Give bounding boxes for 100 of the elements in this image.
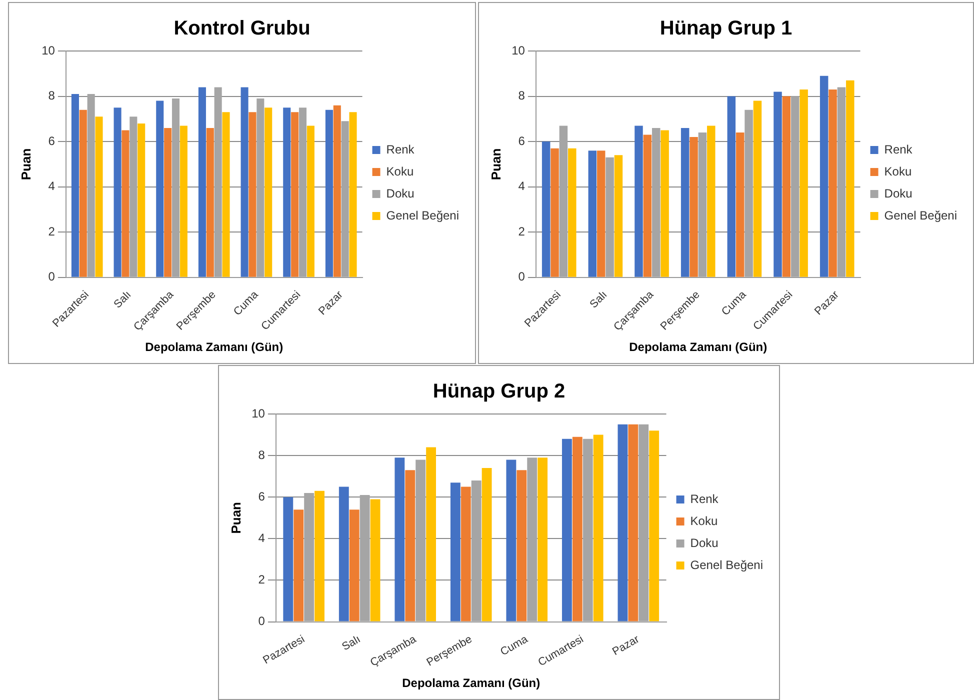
bar: [516, 470, 527, 622]
bar: [820, 76, 828, 277]
bar: [774, 92, 782, 277]
bar: [588, 150, 597, 277]
y-tick-label: 6: [518, 134, 526, 148]
bar: [349, 112, 357, 277]
bar: [283, 108, 291, 277]
bar: [138, 123, 146, 277]
y-tick-label: 10: [42, 43, 56, 58]
bar: [649, 430, 660, 622]
y-tick-label: 10: [512, 43, 526, 58]
legend-label: Genel Beğeni: [690, 558, 764, 572]
bar: [222, 112, 230, 277]
bar: [450, 482, 460, 622]
chart-title: Kontrol Grubu: [174, 18, 310, 40]
y-axis-title: Puan: [488, 148, 504, 180]
bar: [349, 510, 360, 622]
legend-label: Koku: [884, 164, 912, 178]
bar: [370, 499, 380, 622]
y-tick-label: 4: [48, 179, 56, 194]
bar: [542, 142, 550, 277]
bar: [325, 110, 333, 277]
x-axis-title: Depolama Zamanı (Gün): [629, 340, 768, 354]
y-axis-title: Puan: [228, 502, 244, 534]
bar: [562, 438, 572, 622]
y-tick-label: 2: [518, 224, 526, 238]
legend-label: Koku: [386, 164, 414, 178]
bar: [628, 424, 638, 622]
x-tick-label: Salı: [340, 633, 363, 654]
chart-title: Hünap Grup 1: [660, 18, 792, 40]
bar: [206, 128, 214, 277]
bar: [707, 126, 716, 277]
legend-label: Renk: [884, 142, 914, 156]
y-tick-label: 8: [518, 88, 526, 103]
x-tick-label: Salı: [112, 288, 134, 311]
bar: [593, 434, 604, 622]
bar: [634, 126, 643, 277]
legend-label: Renk: [690, 492, 720, 506]
legend-label: Doku: [386, 186, 414, 200]
legend-label: Renk: [386, 142, 416, 156]
bar: [727, 96, 736, 277]
bar: [405, 470, 416, 622]
bar: [314, 490, 324, 622]
y-tick-label: 6: [48, 134, 56, 148]
bar: [79, 110, 87, 277]
y-tick-label: 4: [518, 179, 526, 194]
bar: [618, 424, 628, 622]
chart-title: Hünap Grup 2: [432, 380, 566, 403]
bar: [753, 100, 762, 277]
bar: [198, 87, 206, 277]
x-tick-label: Salı: [588, 288, 610, 311]
bar: [614, 155, 623, 277]
bar: [180, 126, 188, 277]
bar: [95, 116, 103, 277]
y-tick-label: 2: [258, 572, 266, 587]
legend-label: Doku: [690, 536, 718, 550]
bar: [394, 458, 405, 622]
bar: [248, 112, 256, 277]
bar: [460, 486, 471, 622]
bar: [426, 447, 436, 622]
bar: [800, 89, 808, 277]
y-tick-label: 8: [258, 448, 266, 462]
y-tick-label: 4: [258, 530, 266, 545]
legend-label: Genel Beğeni: [884, 208, 958, 222]
bar: [264, 108, 272, 277]
bar: [660, 130, 669, 277]
bar: [596, 150, 606, 277]
bar: [538, 458, 548, 622]
legend-label: Genel Beğeni: [386, 208, 460, 222]
y-tick-label: 0: [258, 614, 266, 628]
bar: [828, 89, 837, 277]
bar: [846, 80, 854, 277]
bar: [568, 148, 576, 277]
bar: [156, 100, 164, 277]
x-tick-label: Cuma: [498, 632, 531, 658]
y-tick-label: 8: [48, 88, 56, 103]
bar: [550, 148, 559, 277]
bar: [333, 105, 341, 277]
bar: [71, 94, 79, 277]
bar: [283, 497, 294, 622]
bar: [294, 510, 304, 622]
legend-label: Doku: [884, 186, 912, 200]
bar: [690, 137, 698, 277]
bar: [680, 128, 690, 277]
bar: [482, 468, 492, 622]
x-axis-title: Depolama Zamanı (Gün): [145, 340, 284, 354]
bar: [240, 87, 248, 277]
bar: [122, 130, 130, 277]
bar: [572, 436, 582, 622]
y-tick-label: 0: [48, 270, 56, 284]
x-axis-title: Depolama Zamanı (Gün): [402, 676, 540, 690]
bar: [643, 134, 652, 277]
y-tick-label: 0: [518, 270, 526, 284]
bar: [338, 486, 349, 622]
bar: [114, 108, 122, 277]
bar: [306, 126, 314, 277]
bar: [736, 132, 744, 277]
y-tick-label: 6: [258, 489, 266, 504]
legend-label: Koku: [690, 514, 718, 528]
bar: [164, 128, 172, 277]
